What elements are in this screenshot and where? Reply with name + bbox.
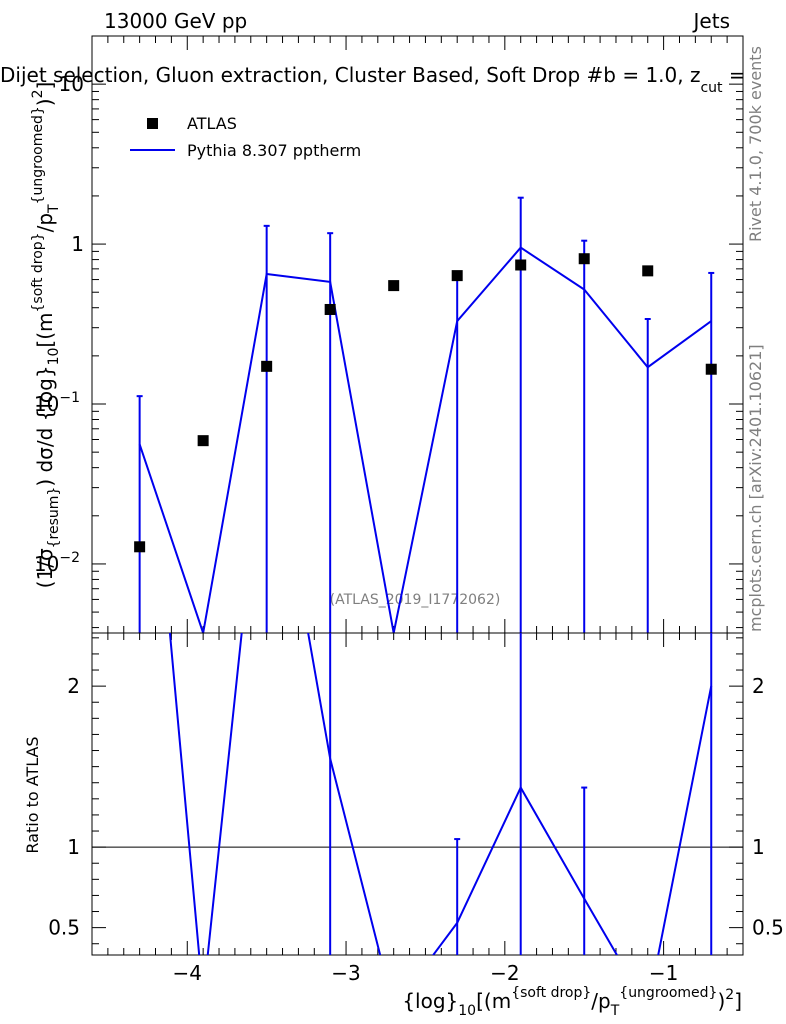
- rivet-label: Rivet 4.1.0, 700k events: [746, 46, 765, 242]
- ratio-x-ticks: −4 −3 −2 −1: [91, 633, 744, 985]
- ratio-y-tick-label-right: 2: [752, 674, 765, 698]
- process-label: Jets: [692, 9, 730, 33]
- ratio-y-tick-label-right: 0.5: [752, 916, 784, 940]
- atlas-data-point: [388, 280, 400, 292]
- main-x-ticks: [91, 36, 744, 633]
- beam-label: 13000 GeV pp: [104, 9, 247, 33]
- x-tick-label: −2: [490, 961, 519, 985]
- x-axis-label: {log}10[(m{soft drop}/pT{ungroomed})2]: [402, 985, 742, 1019]
- analysis-watermark: (ATLAS_2019_I1772062): [330, 592, 501, 608]
- atlas-data-point: [578, 253, 590, 265]
- atlas-data-point: [324, 303, 336, 315]
- main-y-tick-label: 10: [59, 72, 84, 96]
- x-tick-label: −1: [649, 961, 678, 985]
- x-tick-label: −4: [173, 961, 202, 985]
- atlas-data-point: [134, 541, 146, 553]
- legend-label-mc: Pythia 8.307 pptherm: [187, 141, 361, 160]
- data-series: [134, 253, 717, 553]
- main-y-ticks: 10−2 10−1 1 10: [34, 35, 743, 629]
- ratio-y-axis-label: Ratio to ATLAS: [23, 736, 42, 853]
- ratio-mc-line: [168, 633, 713, 955]
- mc-series: [136, 196, 715, 633]
- ratio-panel: 0.5 0.5 1 1 2 2 −4 −3 −2 −1 Ratio to ATLAS {log}…: [23, 632, 784, 1019]
- ratio-y-tick-label: 2: [67, 674, 80, 698]
- legend-label-atlas: ATLAS: [187, 114, 237, 133]
- ratio-y-tick-label: 0.5: [48, 916, 80, 940]
- main-y-tick-label: 10−2: [34, 550, 80, 576]
- main-y-axis-label: (1/σ{resum}) dσ/d {log}10[(m{soft drop}/…: [30, 82, 62, 589]
- main-y-tick-label: 10−1: [34, 390, 80, 416]
- legend: ATLAS Pythia 8.307 pptherm: [130, 114, 361, 160]
- plot-title: Dijet selection, Gluon extraction, Clust…: [0, 63, 746, 96]
- main-y-tick-label: 1: [71, 232, 84, 256]
- ratio-mc-series: [168, 633, 713, 955]
- x-tick-label: −3: [331, 961, 360, 985]
- atlas-data-point: [515, 259, 527, 271]
- main-panel: 10−2 10−1 1 10 (ATLAS_2019_I1772062) (1/σ{r…: [30, 35, 744, 634]
- ratio-y-ticks: 0.5 0.5 1 1 2 2: [48, 637, 784, 945]
- atlas-data-point: [261, 360, 273, 372]
- ratio-y-tick-label: 1: [67, 835, 80, 859]
- atlas-data-point: [642, 265, 654, 277]
- ratio-frame: [91, 632, 744, 956]
- mcplots-label: mcplots.cern.ch [arXiv:2401.10621]: [746, 344, 765, 632]
- mc-line: [138, 246, 712, 633]
- atlas-data-point: [197, 435, 209, 447]
- legend-marker-atlas: [147, 118, 158, 129]
- atlas-data-point: [451, 270, 463, 282]
- atlas-data-point: [705, 363, 717, 375]
- ratio-y-tick-label-right: 1: [752, 835, 765, 859]
